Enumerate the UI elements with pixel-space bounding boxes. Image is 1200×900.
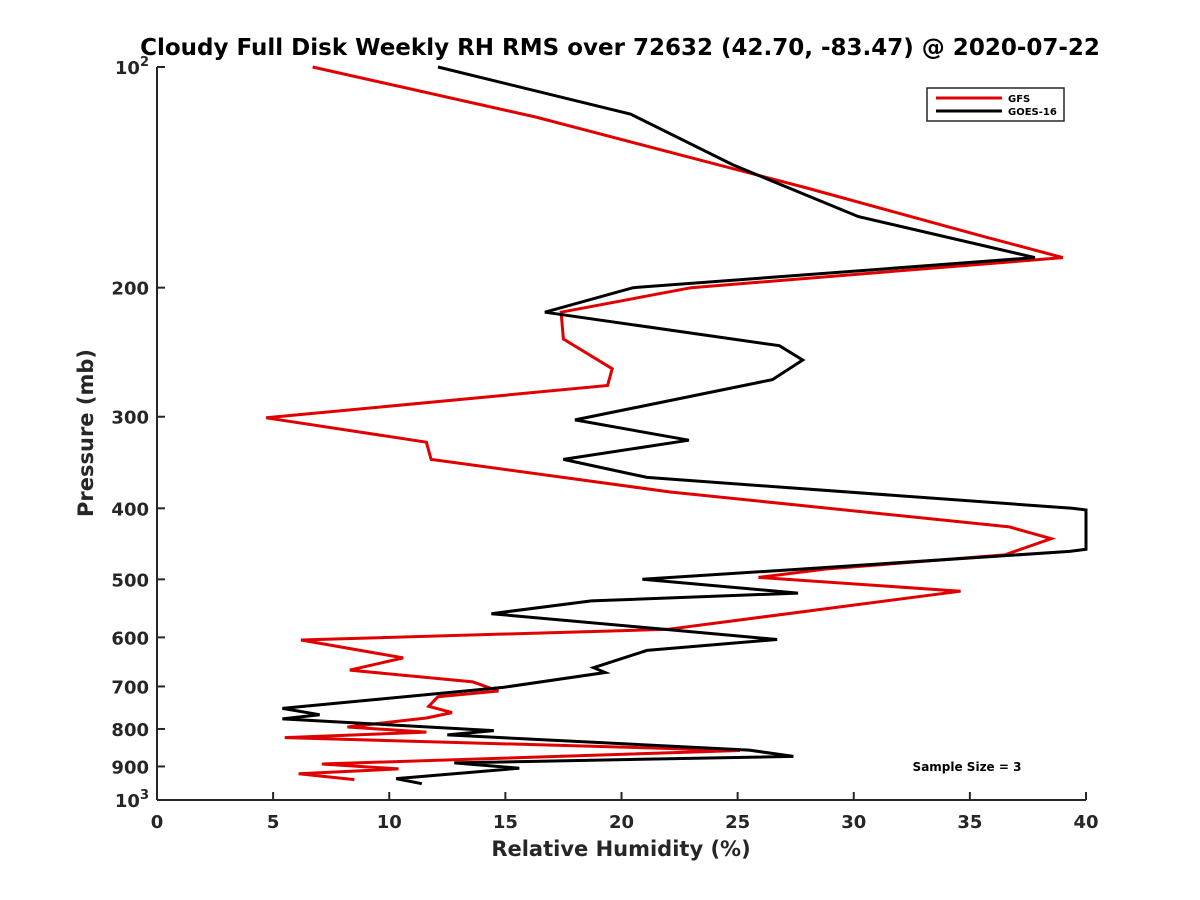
y-tick-label: 600: [111, 628, 149, 649]
chart-title: Cloudy Full Disk Weekly RH RMS over 7263…: [140, 35, 1100, 61]
x-ticks: 0 5 10 15 20 25 30 35 40: [151, 792, 1099, 833]
x-tick-label: 0: [151, 812, 164, 833]
y-tick-label: 500: [111, 570, 149, 591]
legend: GFS GOES-16: [926, 87, 1065, 122]
x-tick-label: 25: [725, 812, 750, 833]
x-tick-label: 35: [957, 812, 982, 833]
x-tick-label: 5: [267, 812, 280, 833]
x-tick-label: 15: [493, 812, 518, 833]
legend-label-goes16: GOES-16: [1008, 107, 1057, 118]
y-tick-label: 800: [111, 720, 149, 741]
sample-size-annotation: Sample Size = 3: [913, 760, 1022, 774]
y-tick-label: 102: [115, 55, 149, 79]
y-tick-label: 300: [111, 408, 149, 429]
series-layer: [265, 65, 1088, 786]
x-tick-label: 40: [1073, 812, 1098, 833]
y-axis-label: Pressure (mb): [74, 349, 98, 517]
series-line-goes16: [282, 65, 1088, 786]
y-tick-label: 200: [111, 279, 149, 300]
series-line-gfs: [265, 65, 1064, 782]
y-tick-label: 400: [111, 499, 149, 520]
legend-label-gfs: GFS: [1008, 94, 1030, 105]
y-tick-label: 700: [111, 677, 149, 698]
y-ticks: 102 200 300 400 500 600 700 800 900 103: [111, 55, 165, 812]
y-tick-label: 103: [115, 788, 149, 812]
plot-axes: [156, 67, 1086, 801]
x-tick-label: 20: [609, 812, 634, 833]
x-tick-label: 30: [841, 812, 866, 833]
x-tick-label: 10: [377, 812, 402, 833]
x-axis-label: Relative Humidity (%): [491, 837, 750, 861]
y-tick-label: 900: [111, 757, 149, 778]
legend-box: [926, 87, 1065, 122]
